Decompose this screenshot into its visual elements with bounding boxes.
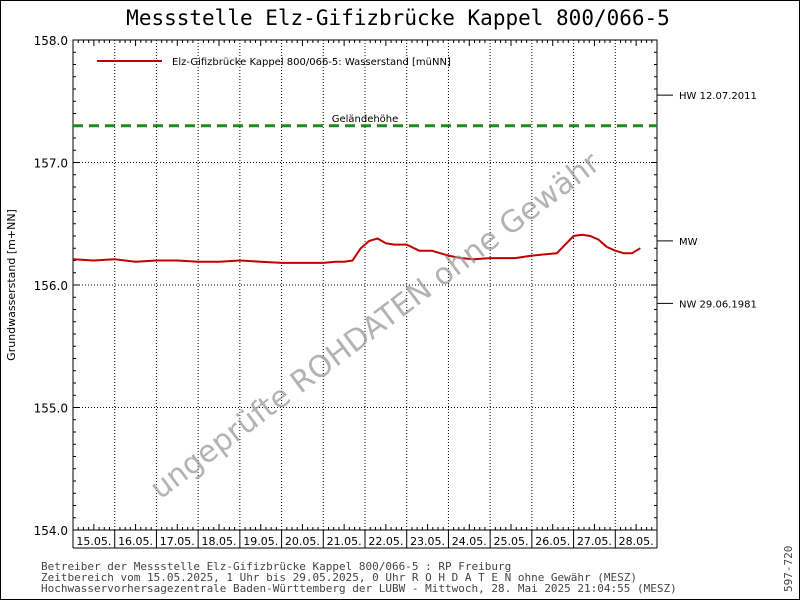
x-tick-label: 17.05. [160,535,195,548]
x-tick-label: 16.05. [118,535,153,548]
x-tick-labels: 15.05. 16.05. 17.05. 18.05. 19.05. 20.05. 21.0… [76,535,653,548]
legend-label: Elz-Gifizbrücke Kappel 800/066-5: Wasser… [172,57,451,68]
marker-label: HW 12.07.2011 [679,91,757,102]
series-line-wasserstand [72,233,641,264]
y-tick-labels: 154.0 155.0 156.0 157.0 158.0 [34,34,68,538]
plot-area-border [72,39,658,531]
y-tick-label: 154.0 [34,524,68,538]
series-lines [72,233,641,264]
x-tick-label: 27.05. [577,535,612,548]
y-tick-label: 155.0 [34,402,68,416]
marker-label: NW 29.06.1981 [679,299,757,310]
y-tick-label: 156.0 [34,279,68,293]
x-tick-label: 23.05. [410,535,445,548]
x-tick-label: 18.05. [202,535,237,548]
x-tick-label: 22.05. [368,535,403,548]
y-tick-label: 157.0 [34,157,68,171]
reference-lines: Geländehöhe [73,114,657,128]
x-tick-label: 25.05. [494,535,529,548]
x-tick-label: 21.05. [327,535,362,548]
marker-label: MW [679,237,698,248]
footer-timerange: Zeitbereich vom 15.05.2025, 1 Uhr bis 29… [41,571,637,584]
legend: Elz-Gifizbrücke Kappel 800/066-5: Wasser… [97,57,451,68]
x-tick-label: 15.05. [76,535,111,548]
x-tick-label: 28.05. [619,535,654,548]
footer-code: 597-720 [782,546,795,592]
right-markers: HW 12.07.2011 MW NW 29.06.1981 [657,91,757,310]
x-tick-label: 19.05. [243,535,278,548]
footer-operator: Betreiber der Messstelle Elz-Gifizbrücke… [41,560,511,573]
y-axis-label: Grundwasserstand [m+NN] [5,209,18,361]
chart-title: Messstelle Elz-Gifizbrücke Kappel 800/06… [126,6,670,30]
x-tick-label: 24.05. [452,535,487,548]
footer-publisher: Hochwasservorhersagezentrale Baden-Württ… [41,582,677,595]
watermark-text: ungeprüfte ROHDATEN ohne Gewähr [144,145,607,506]
y-tick-label: 158.0 [34,34,68,48]
grid [73,40,657,530]
x-tick-label: 26.05. [535,535,570,548]
x-tick-label: 20.05. [285,535,320,548]
reference-line-label: Geländehöhe [332,114,399,125]
